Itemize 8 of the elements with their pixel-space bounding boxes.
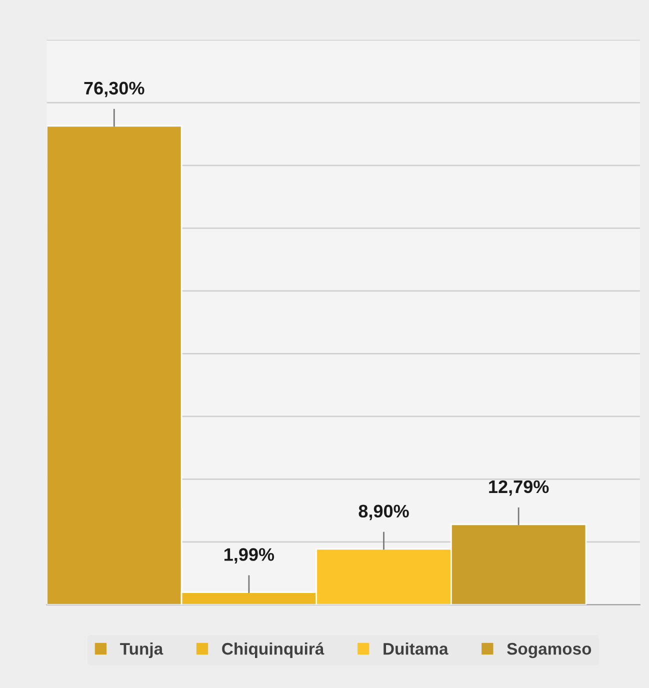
data-label: 1,99% — [224, 548, 274, 564]
data-label: 76,30% — [84, 82, 144, 98]
legend-label: Duitama — [384, 642, 448, 655]
data-label: 8,90% — [358, 504, 409, 520]
data-label: 12,79% — [489, 480, 549, 496]
legend-label: Chiquinquirá — [222, 642, 324, 658]
legend-label: Sogamoso — [507, 642, 592, 658]
legend-label: Tunja — [120, 642, 164, 658]
